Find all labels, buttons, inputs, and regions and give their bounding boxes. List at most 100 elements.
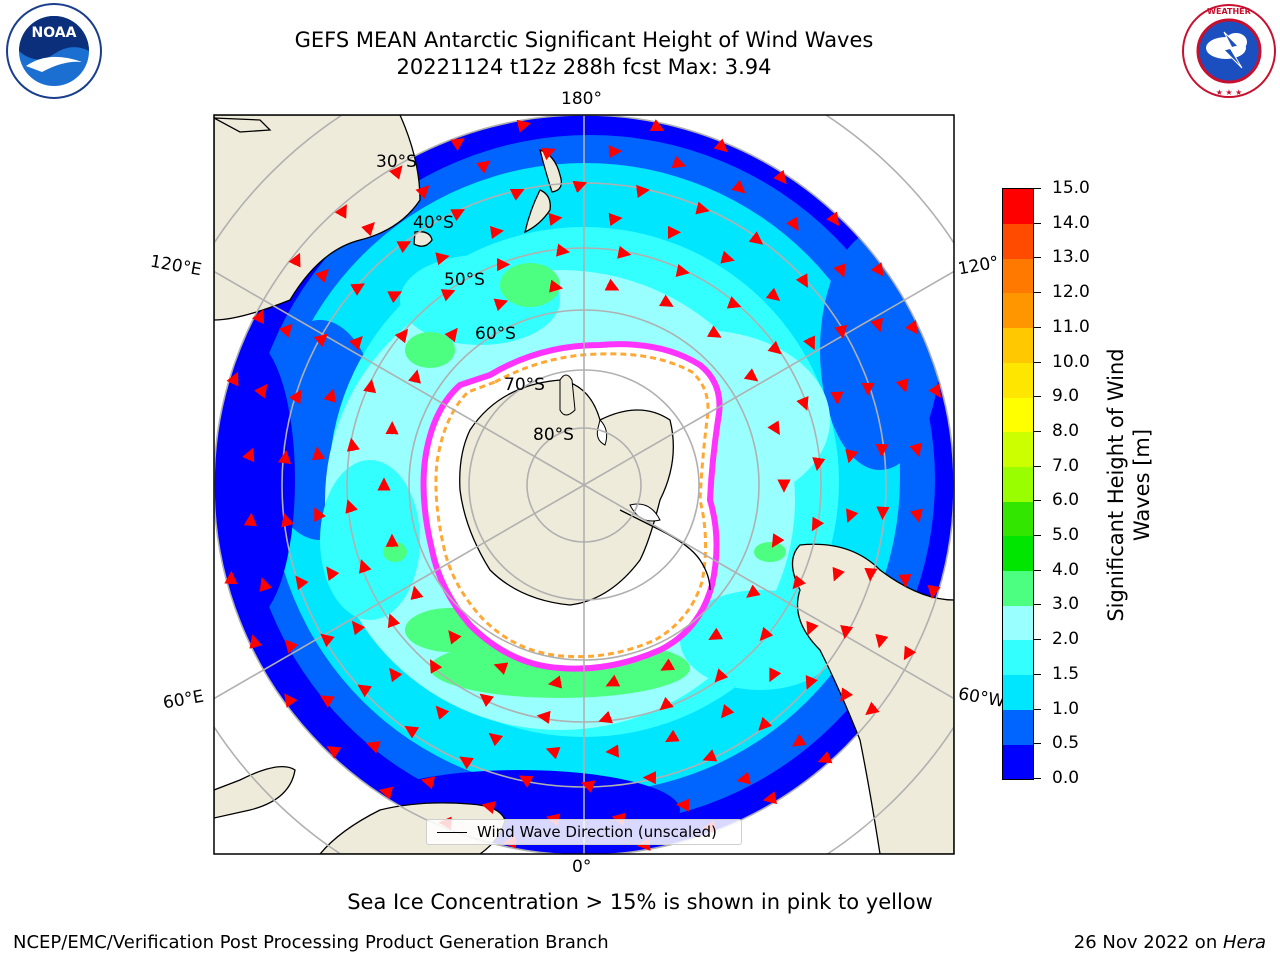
wind-wave-arrow <box>435 252 450 266</box>
colorbar-tick <box>1034 743 1041 745</box>
wind-wave-arrow <box>870 317 884 333</box>
wind-wave-arrow <box>659 696 674 711</box>
wind-wave-arrow <box>846 508 859 524</box>
lat-label-50s: 50°S <box>444 270 485 290</box>
wind-wave-arrow <box>805 674 818 690</box>
wind-wave-arrow <box>278 323 293 338</box>
wind-wave-arrow <box>326 746 342 759</box>
colorbar-segment <box>1003 258 1033 294</box>
wind-wave-arrow <box>865 701 880 716</box>
wind-wave-arrow <box>226 371 239 387</box>
wind-wave-arrow <box>311 446 326 461</box>
colorbar-tick <box>1034 326 1041 328</box>
wind-wave-arrow <box>604 278 620 291</box>
wind-wave-arrow <box>509 188 525 201</box>
wind-wave-arrow <box>545 747 561 760</box>
legend-line-icon <box>437 832 467 833</box>
wind-wave-arrow <box>548 212 563 226</box>
wind-wave-arrow <box>840 687 854 703</box>
wind-wave-arrow <box>720 250 735 264</box>
wind-wave-arrow <box>488 732 504 747</box>
wind-wave-arrow <box>313 333 328 348</box>
wind-wave-arrow <box>481 801 496 815</box>
wind-wave-arrow <box>811 516 825 532</box>
wind-wave-arrow <box>870 262 884 277</box>
wind-wave-arrow <box>812 457 826 472</box>
wind-wave-arrow <box>444 327 458 343</box>
colorbar-segment <box>1003 744 1033 780</box>
sea-ice-note: Sea Ice Concentration > 15% is shown in … <box>347 890 933 914</box>
wind-wave-arrow <box>277 450 292 465</box>
wind-wave-arrow <box>435 705 450 720</box>
wind-wave-arrow <box>898 574 912 588</box>
wind-wave-arrow <box>803 335 815 351</box>
colorbar-tick <box>1034 396 1041 398</box>
wind-wave-arrow <box>359 559 372 574</box>
wind-wave-arrow <box>476 160 491 174</box>
wind-wave-arrow <box>288 252 301 268</box>
wind-wave-arrow <box>326 566 340 581</box>
colorbar-tick-label: 13.0 <box>1052 247 1090 268</box>
colorbar-tick <box>1034 188 1041 189</box>
wind-wave-arrow <box>773 169 787 185</box>
wind-wave-arrow <box>834 324 848 340</box>
wind-wave-arrow <box>875 443 889 458</box>
wind-wave-arrow <box>765 287 781 301</box>
wind-wave-arrow <box>281 512 294 528</box>
wind-wave-arrow <box>675 264 690 277</box>
noaa-logo-icon: NOAA <box>6 3 102 99</box>
wind-wave-arrow <box>243 512 257 527</box>
wind-wave-arrow <box>927 584 941 599</box>
wind-wave-arrow <box>351 620 366 636</box>
wind-wave-arrows <box>224 119 941 851</box>
wind-wave-arrow <box>598 710 614 724</box>
colorbar-segment <box>1003 223 1033 259</box>
wind-wave-arrow <box>792 574 806 590</box>
wind-wave-arrow <box>394 328 409 344</box>
wind-wave-arrow <box>448 630 462 645</box>
colorbar-segment <box>1003 605 1033 641</box>
svg-text:WEATHER: WEATHER <box>1207 7 1251 16</box>
wind-wave-arrow <box>314 268 329 283</box>
wind-wave-arrow <box>388 165 403 180</box>
wind-wave-arrow <box>547 675 563 689</box>
chart-title: GEFS MEAN Antarctic Significant Height o… <box>294 28 874 52</box>
wind-wave-arrow <box>580 780 596 794</box>
wind-wave-arrow <box>826 211 840 227</box>
colorbar-segment <box>1003 362 1033 398</box>
antarctica <box>420 341 723 672</box>
wind-wave-arrow <box>830 391 844 405</box>
colorbar-tick-label: 10.0 <box>1052 351 1090 372</box>
wind-wave-arrow <box>608 145 623 159</box>
wind-wave-arrow <box>762 791 778 805</box>
wind-wave-arrow <box>759 626 774 642</box>
wind-wave-arrow <box>357 684 373 698</box>
chart-subtitle: 20221124 t12z 288h fcst Max: 3.94 <box>396 55 772 79</box>
wind-wave-arrow <box>361 222 375 237</box>
continents <box>214 115 954 854</box>
wind-wave-arrow <box>572 180 588 194</box>
wind-wave-arrow <box>549 279 564 293</box>
colorbar-tick <box>1034 465 1041 467</box>
wind-wave-arrow <box>817 751 833 764</box>
lat-label-40s: 40°S <box>413 213 454 233</box>
wind-wave-arrow <box>713 138 728 153</box>
wind-wave-arrow <box>671 155 687 169</box>
wind-wave-arrow <box>284 693 298 708</box>
wind-wave-arrow <box>611 812 626 826</box>
wind-wave-arrow <box>767 340 782 355</box>
wind-wave-arrow <box>259 577 273 592</box>
colorbar-label-line2: Waves [m] <box>1130 428 1154 542</box>
svg-text:★ ★ ★: ★ ★ ★ <box>1216 88 1243 97</box>
wind-wave-arrow <box>450 137 465 151</box>
colorbar-tick <box>1034 569 1041 571</box>
colorbar-tick-label: 14.0 <box>1052 212 1090 233</box>
colorbar-tick <box>1034 430 1041 432</box>
wind-wave-arrow <box>420 776 436 790</box>
wind-wave-arrow <box>536 710 551 724</box>
wind-wave-arrow <box>252 309 264 325</box>
wind-wave-arrow <box>555 243 571 257</box>
wind-wave-arrow <box>771 533 785 548</box>
colorbar-tick-label: 12.0 <box>1052 282 1090 303</box>
